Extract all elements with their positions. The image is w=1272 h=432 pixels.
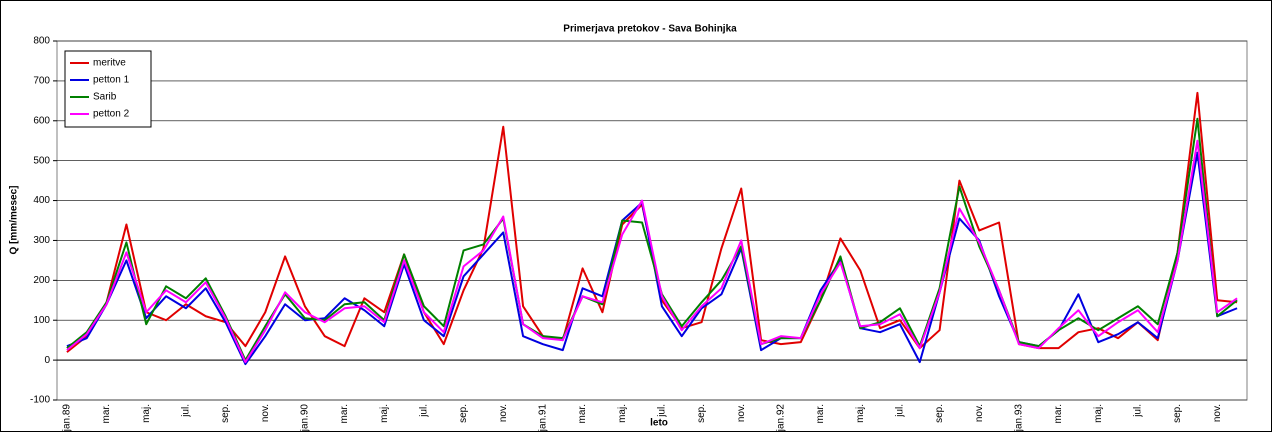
x-tick-label: jan.92 [776,404,787,432]
x-tick-label: sep. [1172,404,1183,423]
y-tick-label: 300 [33,235,50,246]
x-tick-label: jul. [419,404,430,418]
x-tick-label: jan.93 [1014,404,1025,432]
x-tick-label: jan.89 [62,404,73,432]
y-tick-label: -100 [30,395,50,406]
x-tick-label: jul. [1133,404,1144,418]
x-tick-label: sep. [458,404,469,423]
series-line [66,139,1238,364]
x-tick-label: mar. [101,404,112,423]
x-tick-label: nov. [1212,404,1223,422]
y-tick-label: 100 [33,315,50,326]
x-tick-label: nov. [974,404,985,422]
legend-label: meritve [93,58,126,69]
x-tick-label: mar. [815,404,826,423]
x-tick-label: maj. [617,404,628,423]
y-tick-label: 200 [33,275,50,286]
x-tick-label: jan.90 [300,404,311,432]
chart-title: Primerjava pretokov - Sava Bohinjka [563,24,737,35]
x-tick-label: maj. [855,404,866,423]
x-tick-label: nov. [736,404,747,422]
x-axis-label: leto [650,418,668,429]
x-tick-label: jan.91 [538,404,549,432]
legend-label: Sarib [93,92,117,103]
y-tick-label: 600 [33,115,50,126]
y-tick-label: 800 [33,36,50,47]
x-tick-label: sep. [220,404,231,423]
legend-label: petton 1 [93,75,130,86]
legend-label: petton 2 [93,109,130,120]
x-tick-label: maj. [141,404,152,423]
x-tick-label: maj. [1093,404,1104,423]
x-tick-label: jul. [895,404,906,418]
x-tick-label: nov. [260,404,271,422]
y-axis-label: Q [mm/mesec] [9,186,20,255]
x-tick-label: jul. [181,404,192,418]
y-tick-label: 500 [33,155,50,166]
x-tick-label: mar. [339,404,350,423]
x-tick-label: jul. [657,404,668,418]
x-tick-label: mar. [1053,404,1064,423]
x-tick-label: maj. [379,404,390,423]
x-tick-label: sep. [934,404,945,423]
y-tick-label: 700 [33,76,50,87]
y-tick-label: 0 [44,355,50,366]
x-tick-label: mar. [577,404,588,423]
plot-area [56,40,1248,401]
x-tick-label: nov. [498,404,509,422]
x-tick-label: sep. [696,404,707,423]
y-tick-label: 400 [33,195,50,206]
